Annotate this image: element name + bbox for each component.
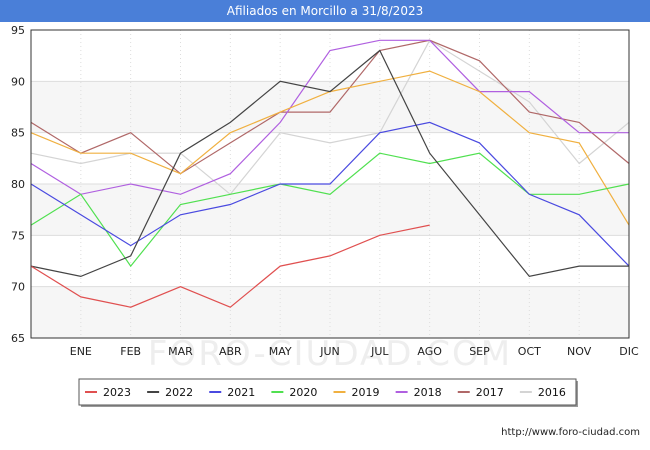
watermark-text: FORO-CIUDAD.COM: [148, 334, 512, 374]
series-line-2018: [30, 39, 629, 195]
legend-label-2018: 2018: [414, 386, 442, 399]
x-tick-label-feb: FEB: [120, 345, 141, 358]
y-tick-label-90: 90: [11, 75, 25, 88]
y-tick-label-85: 85: [11, 127, 25, 140]
band-90: [31, 30, 629, 82]
series-line-2022: [30, 49, 629, 278]
x-tick-label-abr: ABR: [219, 345, 242, 358]
series-line-2023: [30, 224, 430, 308]
legend-label-2016: 2016: [538, 386, 566, 399]
y-tick-label-80: 80: [11, 178, 25, 191]
axis-ticks: 65 70 75 80 85 90 95 ENE FEB MAR ABR MAY JUN JUL AGO SE…: [11, 24, 639, 358]
source-url: http://www.foro-ciudad.com: [501, 427, 640, 438]
legend-box: [78, 378, 577, 406]
x-tick-label-jul: JUL: [370, 345, 389, 358]
x-tick-label-sep: SEP: [469, 345, 490, 358]
x-tick-label-nov: NOV: [567, 345, 592, 358]
x-tick-label-oct: OCT: [518, 345, 541, 358]
x-tick-label-ene: ENE: [70, 345, 92, 358]
legend-label-2021: 2021: [227, 386, 255, 399]
chart-title: Afiliados en Morcillo a 31/8/2023: [0, 0, 650, 22]
legend-label-2019: 2019: [352, 386, 380, 399]
y-tick-label-75: 75: [11, 229, 25, 242]
y-tick-label-70: 70: [11, 281, 25, 294]
plot-frame: [30, 29, 630, 339]
y-tick-label-65: 65: [11, 332, 25, 345]
legend: 2023 2022 2021 2020 2019 2018 2017 2016: [78, 378, 578, 407]
x-tick-label-may: MAY: [269, 345, 292, 358]
legend-label-2022: 2022: [165, 386, 193, 399]
legend-label-2020: 2020: [289, 386, 317, 399]
x-tick-label-jun: JUN: [319, 345, 340, 358]
legend-label-2023: 2023: [103, 386, 131, 399]
legend-label-2017: 2017: [476, 386, 504, 399]
y-tick-label-95: 95: [11, 24, 25, 37]
x-tick-label-mar: MAR: [168, 345, 193, 358]
series-lines: [30, 39, 630, 308]
series-line-2021: [30, 121, 630, 267]
x-tick-label-dic: DIC: [619, 345, 639, 358]
band-65: [31, 286, 629, 338]
band-75: [31, 184, 629, 236]
series-line-2017: [30, 39, 630, 175]
x-tick-label-ago: AGO: [417, 345, 442, 358]
